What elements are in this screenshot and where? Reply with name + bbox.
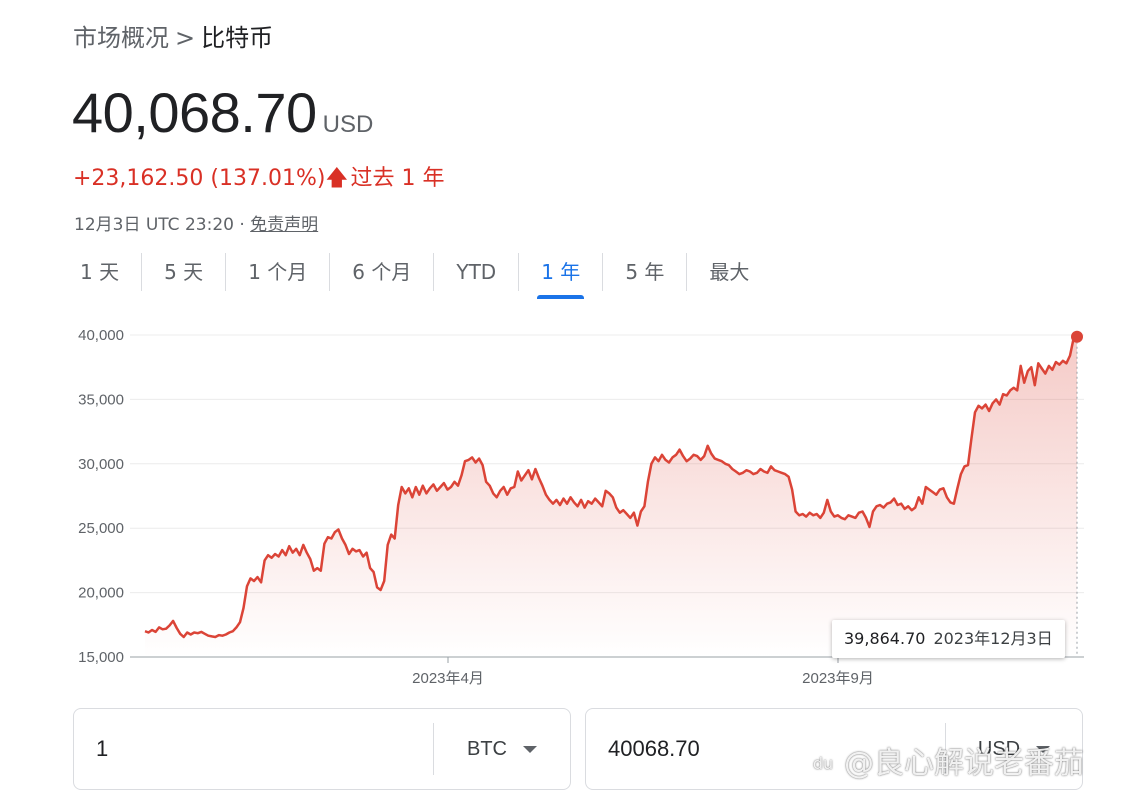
converter-divider <box>433 723 434 775</box>
y-tick-label-3: 30,000 <box>78 456 124 473</box>
time-range-tabs: 1 天 5 天 1 个月 6 个月 YTD 1 年 5 年 最大 <box>58 250 771 299</box>
tab-label: 6 个月 <box>352 260 412 284</box>
tab-5[interactable]: 1 年 <box>519 253 604 299</box>
breadcrumb-parent-link[interactable]: 市场概况 <box>73 24 169 52</box>
price-currency: USD <box>322 111 374 138</box>
converter-to-unit-select[interactable]: USD <box>946 738 1082 761</box>
caret-down-icon <box>523 745 537 753</box>
tab-label: YTD <box>456 260 497 284</box>
converter-from: 1 BTC <box>73 708 571 790</box>
tooltip-value: 39,864.70 <box>844 629 926 648</box>
converter-from-unit: BTC <box>467 737 507 760</box>
caret-down-icon <box>1036 745 1051 753</box>
breadcrumb: 市场概况 > 比特币 <box>73 18 273 53</box>
tab-0[interactable]: 1 天 <box>58 253 143 291</box>
tab-7[interactable]: 最大 <box>687 253 771 291</box>
chart-tooltip: 39,864.70 2023年12月3日 <box>832 620 1065 658</box>
price-chart: 15,000 20,000 25,000 30,000 35,000 40,000 2023… <box>78 327 1084 687</box>
x-tick-label-1: 2023年9月 <box>802 670 874 687</box>
change-period: 过去 1 年 <box>350 166 445 191</box>
converter-from-unit-select[interactable]: BTC <box>434 738 570 761</box>
price-line <box>144 335 1078 639</box>
change-amount: +23,162.50 <box>73 166 204 191</box>
converter-from-input[interactable]: 1 <box>96 736 109 761</box>
y-tick-label-2: 25,000 <box>78 520 124 537</box>
tab-1[interactable]: 5 天 <box>142 253 227 291</box>
price-row: 40,068.70 USD <box>72 80 373 145</box>
tab-label: 1 天 <box>80 260 120 284</box>
tab-label: 5 年 <box>625 260 665 284</box>
current-price: 40,068.70 <box>72 81 317 144</box>
converter-to-unit: USD <box>977 737 1021 760</box>
tooltip-date: 2023年12月3日 <box>933 629 1053 648</box>
breadcrumb-separator: > <box>175 24 196 52</box>
tab-label: 1 个月 <box>248 260 308 284</box>
price-change: +23,162.50 (137.01%)🡅 过去 1 年 <box>73 160 444 199</box>
converter-to-input[interactable]: 40068.70 <box>608 736 700 761</box>
tab-6[interactable]: 5 年 <box>603 253 688 291</box>
y-tick-label-1: 20,000 <box>78 585 124 602</box>
meta-separator: · <box>239 215 245 235</box>
change-percent: (137.01%) <box>210 166 326 191</box>
tab-4[interactable]: YTD <box>434 253 520 291</box>
tab-3[interactable]: 6 个月 <box>330 253 435 291</box>
tab-label: 5 天 <box>164 260 204 284</box>
x-tick-label-0: 2023年4月 <box>412 670 484 687</box>
converter-divider <box>945 723 946 775</box>
arrow-up-icon: 🡅 <box>325 166 349 191</box>
tab-2[interactable]: 1 个月 <box>226 253 331 291</box>
y-tick-label-4: 35,000 <box>78 391 124 408</box>
disclaimer-link[interactable]: 免责声明 <box>250 215 319 235</box>
breadcrumb-current: 比特币 <box>201 24 274 52</box>
chart-end-point <box>1071 330 1083 343</box>
converter-to: 40068.70 USD <box>585 708 1083 790</box>
y-tick-label-0: 15,000 <box>78 649 124 666</box>
timestamp-row: 12月3日 UTC 23:20 · 免责声明 <box>74 210 318 235</box>
tab-label: 1 年 <box>541 260 581 284</box>
tab-label: 最大 <box>709 260 750 284</box>
y-tick-label-5: 40,000 <box>78 327 124 344</box>
timestamp: 12月3日 UTC 23:20 <box>74 215 234 235</box>
active-tab-indicator <box>537 295 585 299</box>
